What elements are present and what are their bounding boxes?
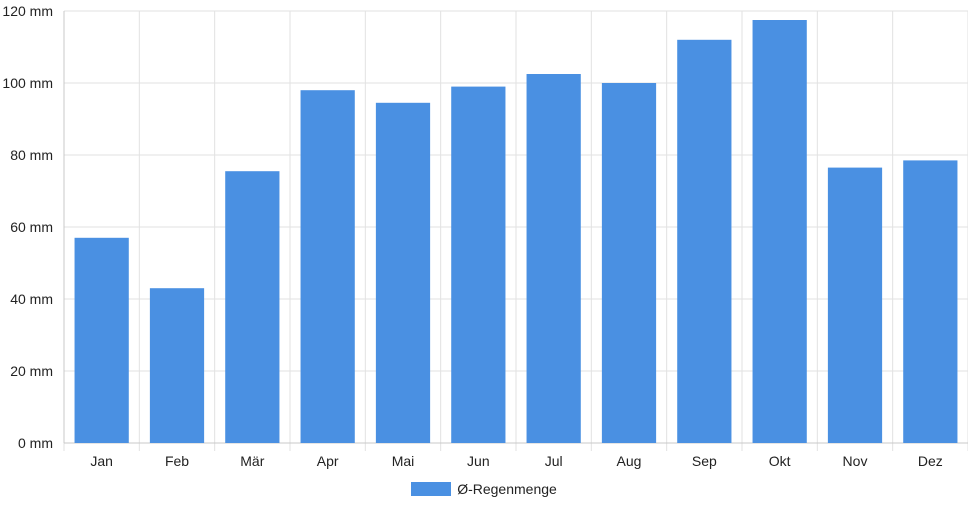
y-tick-label: 60 mm xyxy=(10,219,53,235)
y-tick-label: 0 mm xyxy=(18,435,53,451)
bar[interactable] xyxy=(300,90,355,443)
y-tick-label: 120 mm xyxy=(2,3,53,19)
bar[interactable] xyxy=(827,167,883,443)
y-tick-labels: 0 mm 20 mm 40 mm 60 mm 80 mm 100 mm 120 mm xyxy=(2,3,53,451)
x-tick-label: Aug xyxy=(617,453,642,469)
legend-swatch xyxy=(411,482,452,496)
bar[interactable] xyxy=(677,39,732,444)
x-tick-label: Okt xyxy=(769,453,791,469)
bars xyxy=(74,20,958,444)
bar[interactable] xyxy=(451,86,506,443)
bar[interactable] xyxy=(752,20,807,443)
bar[interactable] xyxy=(149,288,205,443)
y-tick-label: 40 mm xyxy=(10,291,53,307)
bar[interactable] xyxy=(601,83,657,443)
y-tick-label: 100 mm xyxy=(2,75,53,91)
x-tick-label: Mai xyxy=(392,453,415,469)
x-tick-labels: Jan Feb Mär Apr Mai Jun Jul Aug Sep Okt Nov Dez xyxy=(90,453,942,469)
bar[interactable] xyxy=(225,171,280,443)
x-tick-label: Feb xyxy=(165,453,189,469)
bar[interactable] xyxy=(526,74,581,443)
axes xyxy=(63,11,968,444)
grid xyxy=(63,10,968,451)
x-tick-label: Mär xyxy=(240,453,264,469)
x-tick-label: Jan xyxy=(90,453,113,469)
legend[interactable]: Ø-Regenmenge xyxy=(0,481,968,497)
legend-label: Ø-Regenmenge xyxy=(457,481,557,497)
x-tick-label: Jun xyxy=(467,453,490,469)
bar[interactable] xyxy=(903,160,958,443)
bar[interactable] xyxy=(375,102,431,444)
y-tick-label: 80 mm xyxy=(10,147,53,163)
bar[interactable] xyxy=(74,237,129,443)
x-tick-label: Sep xyxy=(692,453,717,469)
x-tick-label: Nov xyxy=(843,453,868,469)
x-tick-label: Dez xyxy=(918,453,943,469)
y-tick-label: 20 mm xyxy=(10,363,53,379)
x-tick-label: Jul xyxy=(545,453,563,469)
x-tick-label: Apr xyxy=(317,453,339,469)
